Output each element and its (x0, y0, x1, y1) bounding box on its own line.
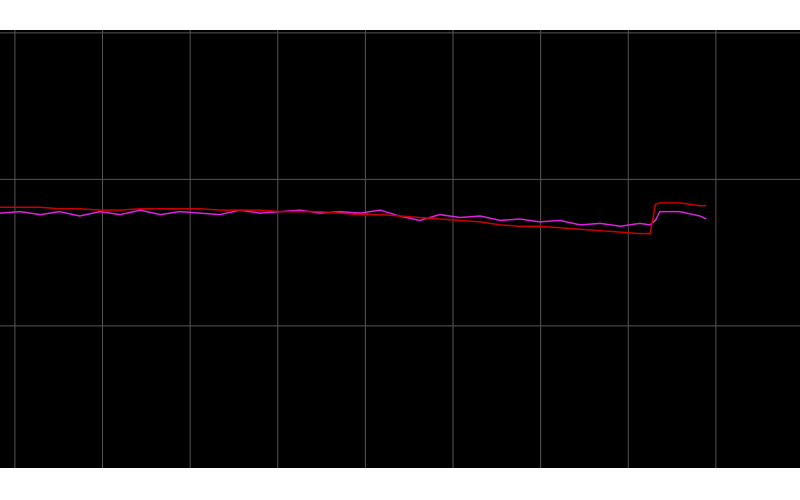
series-line (0, 209, 707, 228)
series-line (0, 202, 707, 235)
plot-area (0, 30, 800, 468)
